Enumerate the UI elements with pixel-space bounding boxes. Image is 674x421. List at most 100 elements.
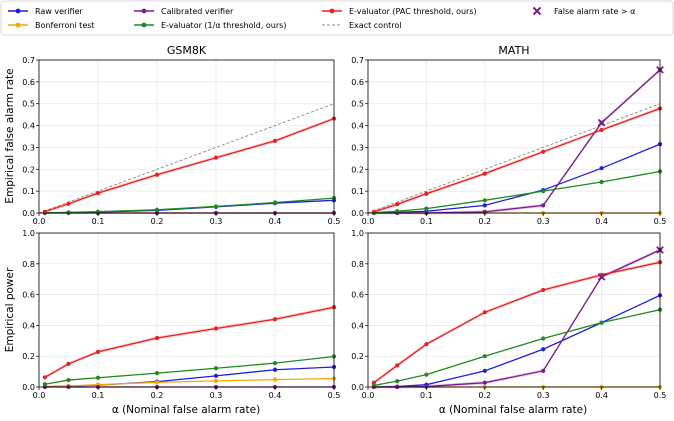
panel-math-false-alarm: MATH 0.0 0.1 0.2 0.3 0.4 0.5 0.0 0.1 0.2 0.3 0.4 0.5… xyxy=(351,44,666,226)
tick-label-x: 0.3 xyxy=(210,217,223,226)
data-point xyxy=(154,380,160,385)
gridlines xyxy=(38,232,335,388)
data-point xyxy=(272,367,278,372)
data-point xyxy=(424,342,429,347)
panel-math-power: 0.0 0.1 0.2 0.3 0.4 0.5 0.0 0.2 0.4 0.6 0.8 1.0 xyxy=(351,229,666,400)
tick-label-y: 0.4 xyxy=(351,321,364,330)
data-point xyxy=(541,149,546,154)
series-calibrated-verifier xyxy=(371,67,663,216)
data-point xyxy=(272,361,278,366)
gridlines xyxy=(367,232,661,388)
tick-label-y: 0.0 xyxy=(22,209,35,218)
series-line xyxy=(44,355,335,385)
data-point xyxy=(154,371,160,376)
data-point xyxy=(272,138,278,143)
tick-label-y: 0.5 xyxy=(22,100,35,109)
data-point xyxy=(541,189,546,194)
tick-label-x: 0.5 xyxy=(328,391,341,400)
tick-label-y: 1.0 xyxy=(22,229,35,238)
legend-label: Exact control xyxy=(349,21,402,30)
data-point xyxy=(213,155,219,160)
panels: GSM8K 0.0 0.1 0.2 0.3 0.4 0.5 0.0 0.1 0.2 0.3 0.4 0.… xyxy=(22,44,666,400)
tick-label-y: 0.1 xyxy=(22,187,35,196)
legend-label: False alarm rate > α xyxy=(554,7,635,16)
tick-label-x: 0.4 xyxy=(269,217,282,226)
data-point xyxy=(541,287,546,293)
tick-labels: 0.0 0.1 0.2 0.3 0.4 0.5 0.0 0.1 0.2 0.3 0.4 0.5 0.6 0… xyxy=(22,56,340,226)
axes-frame xyxy=(38,59,335,214)
data-point xyxy=(395,363,400,368)
tick-label-x: 0.2 xyxy=(478,391,491,400)
legend-entry-e-valuator-1-threshold-ours: E-valuator (1/α threshold, ours) xyxy=(134,21,286,30)
data-point xyxy=(42,382,48,387)
data-point xyxy=(213,204,219,209)
series-line xyxy=(373,309,661,387)
tick-label-x: 0.0 xyxy=(33,391,46,400)
data-point xyxy=(482,310,487,315)
tick-label-y: 0.3 xyxy=(351,143,364,152)
tick-label-y: 0.8 xyxy=(22,260,35,269)
data-point xyxy=(66,377,71,383)
data-point xyxy=(95,191,101,196)
y-axis-label-power: Empirical power xyxy=(4,267,16,352)
legend-label: Raw verifier xyxy=(35,7,84,16)
data-point xyxy=(424,206,429,211)
tick-label-y: 0.4 xyxy=(22,122,35,131)
legend-label: E-valuator (1/α threshold, ours) xyxy=(161,21,286,30)
data-point xyxy=(395,209,400,214)
data-point xyxy=(482,203,487,208)
legend-label: E-valuator (PAC threshold, ours) xyxy=(349,7,477,16)
tick-label-x: 0.1 xyxy=(92,391,105,400)
tick-label-y: 0.2 xyxy=(22,352,35,361)
data-point xyxy=(213,366,219,371)
series-e-valuator-pac-threshold-ours xyxy=(42,116,337,214)
legend-swatch-marker xyxy=(15,22,21,28)
series-line xyxy=(373,170,661,214)
tick-label-x: 0.3 xyxy=(537,217,550,226)
series-line xyxy=(44,197,335,214)
tick-label-y: 0.7 xyxy=(22,56,35,65)
data-point xyxy=(599,320,604,325)
data-point xyxy=(541,336,546,341)
tick-label-x: 0.3 xyxy=(210,391,223,400)
data-point xyxy=(272,377,278,382)
series-e-valuator-1-threshold-ours xyxy=(371,307,663,388)
tick-label-x: 0.1 xyxy=(420,217,433,226)
data-point xyxy=(66,361,71,366)
tick-label-x: 0.5 xyxy=(654,391,667,400)
series-e-valuator-pac-threshold-ours xyxy=(371,260,663,385)
gridlines xyxy=(367,59,661,214)
tick-label-x: 0.5 xyxy=(654,217,667,226)
series-line xyxy=(373,69,661,214)
legend-entry-exact-control: Exact control xyxy=(322,21,402,30)
data-point xyxy=(213,326,219,331)
tick-label-y: 0.2 xyxy=(22,165,35,174)
legend-swatch-marker xyxy=(329,8,335,14)
legend-swatch-marker xyxy=(141,8,147,14)
legend-frame xyxy=(0,0,674,36)
tick-label-x: 0.0 xyxy=(362,391,375,400)
panel-gsm8k-power: 0.0 0.1 0.2 0.3 0.4 0.5 0.0 0.2 0.4 0.6 0.8 1.0 xyxy=(22,229,340,400)
tick-label-x: 0.2 xyxy=(151,217,164,226)
data-point xyxy=(154,207,160,212)
panel-title-gsm8k: GSM8K xyxy=(167,44,207,57)
tick-label-y: 0.6 xyxy=(22,291,35,300)
tick-labels: 0.0 0.1 0.2 0.3 0.4 0.5 0.0 0.1 0.2 0.3 0.4 0.5 0.6 0… xyxy=(351,56,666,226)
data-point xyxy=(66,201,71,206)
legend-swatch-x xyxy=(532,6,542,16)
series-line xyxy=(44,306,335,378)
tick-label-y: 0.2 xyxy=(351,165,364,174)
tick-label-x: 0.4 xyxy=(595,217,608,226)
exceed-marker xyxy=(597,273,606,281)
data-point xyxy=(482,171,487,176)
data-point xyxy=(482,198,487,203)
tick-label-y: 0.8 xyxy=(351,260,364,269)
confidence-band xyxy=(373,248,660,389)
data-point xyxy=(395,379,400,384)
data-point xyxy=(424,384,429,389)
panel-title-math: MATH xyxy=(498,44,529,57)
legend-entry-calibrated-verifier: Calibrated verifier xyxy=(134,7,234,16)
data-point xyxy=(482,354,487,359)
tick-label-y: 0.7 xyxy=(351,56,364,65)
data-point xyxy=(95,375,101,380)
